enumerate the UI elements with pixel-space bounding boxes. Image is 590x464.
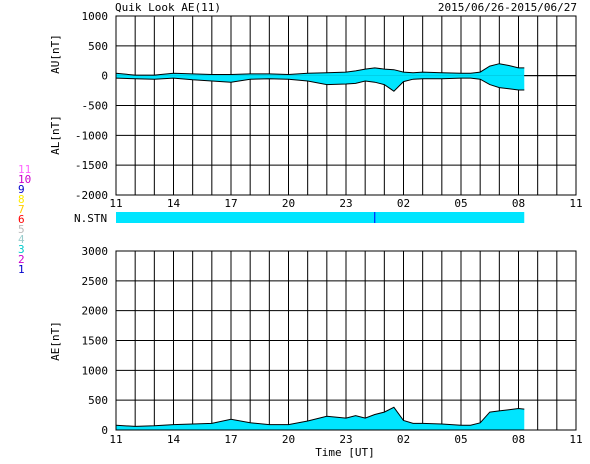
- y-tick-label: 1500: [82, 335, 109, 348]
- x-tick-label: 05: [454, 197, 467, 210]
- y-tick-label: 1000: [82, 10, 109, 23]
- station-legend-item: 10: [18, 173, 31, 186]
- x-tick-label: 11: [109, 433, 122, 446]
- ae-area: [116, 407, 525, 430]
- x-tick-label: 20: [282, 433, 295, 446]
- station-legend-item: 11: [18, 163, 31, 176]
- y-tick-label: 1000: [82, 364, 109, 377]
- station-legend-item: 5: [18, 223, 25, 236]
- x-tick-label: 14: [167, 197, 181, 210]
- y-tick-label: 2000: [82, 305, 109, 318]
- y-tick-label: 500: [88, 394, 108, 407]
- station-legend-item: 1: [18, 263, 25, 276]
- al-axis-label: AL[nT]: [49, 115, 62, 155]
- al-area: [116, 75, 525, 92]
- y-tick-label: -2000: [75, 189, 108, 202]
- station-legend-item: 2: [18, 253, 25, 266]
- au-al-y-ticks: 1000 500 0 -500 -1000 -1500 -2000: [75, 10, 108, 202]
- y-tick-label: 3000: [82, 245, 109, 258]
- au-al-frame: [115, 15, 577, 196]
- x-tick-label: 08: [512, 197, 525, 210]
- ae-y-ticks: 3000 2500 2000 1500 1000 500 0: [82, 245, 109, 437]
- y-tick-label: -1500: [75, 159, 108, 172]
- x-tick-label: 11: [109, 197, 122, 210]
- y-tick-label: 500: [88, 40, 108, 53]
- chart-title: Quik Look AE(11): [115, 1, 221, 14]
- station-legend-item: 6: [18, 213, 25, 226]
- au-al-x-ticks: 11 14 17 20 23 02 05 08 11: [109, 197, 582, 210]
- y-tick-label: 0: [101, 424, 108, 437]
- x-tick-label: 23: [339, 433, 352, 446]
- y-tick-label: -500: [82, 100, 109, 113]
- nstn-bar: [116, 212, 525, 223]
- al-line: [115, 77, 525, 92]
- x-tick-label: 02: [397, 433, 410, 446]
- x-tick-label: 08: [512, 433, 525, 446]
- station-legend-item: 8: [18, 193, 25, 206]
- au-al-grid: [115, 15, 577, 196]
- x-tick-label: 05: [454, 433, 467, 446]
- x-tick-label: 20: [282, 197, 295, 210]
- nstn-label: N.STN: [74, 212, 107, 225]
- au-line: [115, 63, 525, 76]
- station-legend-item: 4: [18, 233, 25, 246]
- ae-x-ticks: 11 14 17 20 23 02 05 08 11: [109, 433, 582, 446]
- ae-grid: [115, 250, 577, 431]
- date-range: 2015/06/26-2015/06/27: [438, 1, 577, 14]
- x-tick-label: 23: [339, 197, 352, 210]
- x-axis-label: Time [UT]: [315, 446, 375, 459]
- x-tick-label: 11: [569, 197, 582, 210]
- x-tick-label: 11: [569, 433, 582, 446]
- y-tick-label: 0: [101, 70, 108, 83]
- x-tick-label: 14: [167, 433, 181, 446]
- station-legend-item: 7: [18, 203, 25, 216]
- x-tick-label: 17: [224, 197, 237, 210]
- ae-line: [115, 406, 525, 427]
- ae-frame: [115, 250, 577, 431]
- y-tick-label: -1000: [75, 129, 108, 142]
- station-legend-item: 9: [18, 183, 25, 196]
- ae-axis-label: AE[nT]: [49, 321, 62, 361]
- x-tick-label: 02: [397, 197, 410, 210]
- au-axis-label: AU[nT]: [49, 34, 62, 74]
- station-legend-item: 3: [18, 243, 25, 256]
- y-tick-label: 2500: [82, 275, 109, 288]
- au-area: [116, 63, 525, 76]
- x-tick-label: 17: [224, 433, 237, 446]
